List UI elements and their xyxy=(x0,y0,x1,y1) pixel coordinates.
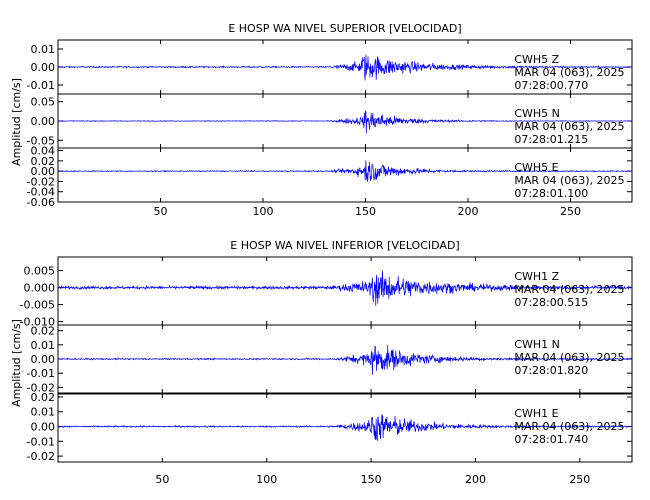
waveform-trace-cwh5-n xyxy=(57,110,633,134)
x-tick-label: 150 xyxy=(361,473,382,486)
upper-figure-title: E HOSP WA NIVEL SUPERIOR [VELOCIDAD] xyxy=(228,22,461,35)
y-tick-label: -0.01 xyxy=(27,435,55,448)
y-tick-label: 0.02 xyxy=(31,325,56,338)
y-tick-label: -0.02 xyxy=(27,450,55,463)
x-tick-label: 250 xyxy=(569,473,590,486)
y-tick-label: -0.06 xyxy=(27,196,55,209)
y-tick-label: 0.05 xyxy=(31,96,56,109)
waveform-trace-cwh5-z xyxy=(57,54,633,81)
y-tick-label: 0.01 xyxy=(31,43,56,56)
trace-annotation-time: 07:28:00.770 xyxy=(514,79,588,92)
y-tick-label: 0.01 xyxy=(31,406,56,419)
x-tick-label: 200 xyxy=(458,205,479,218)
trace-annotation-date: MAR 04 (063), 2025 xyxy=(514,120,624,133)
trace-annotation-date: MAR 04 (063), 2025 xyxy=(514,283,624,296)
y-tick-label: -0.01 xyxy=(27,367,55,380)
y-tick-label: 0.02 xyxy=(31,155,56,168)
waveform-trace-cwh1-e xyxy=(57,414,633,441)
trace-annotation-channel: CWH1 Z xyxy=(514,270,559,283)
waveform-trace-cwh1-z xyxy=(57,270,633,306)
x-tick-label: 250 xyxy=(560,205,581,218)
y-tick-label: -0.02 xyxy=(27,381,55,394)
y-tick-label: 0.02 xyxy=(31,391,56,404)
y-tick-label: 0.000 xyxy=(24,282,56,295)
y-tick-label: 0.00 xyxy=(31,421,56,434)
trace-annotation-date: MAR 04 (063), 2025 xyxy=(514,420,624,433)
y-tick-label: 0.04 xyxy=(31,145,56,158)
y-tick-label: -0.010 xyxy=(20,316,55,329)
trace-annotation-time: 07:28:01.215 xyxy=(514,133,588,146)
y-tick-label: 0.01 xyxy=(31,339,56,352)
y-tick-label: 0.00 xyxy=(31,61,56,74)
y-tick-label: 0.00 xyxy=(31,353,56,366)
y-tick-label: -0.005 xyxy=(20,299,55,312)
x-tick-label: 150 xyxy=(355,205,376,218)
trace-annotation-channel: CWH1 E xyxy=(514,407,558,420)
lower-figure-title: E HOSP WA NIVEL INFERIOR [VELOCIDAD] xyxy=(230,239,459,252)
waveform-trace-cwh5-e xyxy=(57,160,633,182)
x-tick-label: 100 xyxy=(253,205,274,218)
trace-annotation-channel: CWH5 Z xyxy=(514,53,559,66)
trace-annotation-date: MAR 04 (063), 2025 xyxy=(514,174,624,187)
upper-y-axis-label: Amplitud [cm/s] xyxy=(10,78,23,166)
trace-annotation-time: 07:28:01.100 xyxy=(514,187,588,200)
y-tick-label: -0.02 xyxy=(27,175,55,188)
x-tick-label: 50 xyxy=(154,205,168,218)
trace-annotation-channel: CWH5 N xyxy=(514,107,560,120)
trace-annotation-channel: CWH5 E xyxy=(514,161,558,174)
x-tick-label: 50 xyxy=(155,473,169,486)
x-tick-label: 200 xyxy=(465,473,486,486)
y-tick-label: 0.00 xyxy=(31,165,56,178)
y-tick-label: -0.04 xyxy=(27,186,55,199)
y-tick-label: 0.005 xyxy=(24,265,56,278)
trace-annotation-date: MAR 04 (063), 2025 xyxy=(514,66,624,79)
x-tick-label: 100 xyxy=(256,473,277,486)
trace-annotation-channel: CWH1 N xyxy=(514,338,560,351)
lower-y-axis-label: Amplitud [cm/s] xyxy=(10,319,23,407)
panel-frame-0-2 xyxy=(57,147,633,203)
y-tick-label: -0.05 xyxy=(27,134,55,147)
trace-annotation-time: 07:28:00.515 xyxy=(514,296,588,309)
y-tick-label: -0.01 xyxy=(27,79,55,92)
trace-annotation-date: MAR 04 (063), 2025 xyxy=(514,351,624,364)
waveform-trace-cwh1-n xyxy=(57,344,633,375)
panel-frame-1-2 xyxy=(57,393,633,463)
y-tick-label: 0.00 xyxy=(31,115,56,128)
trace-annotation-time: 07:28:01.820 xyxy=(514,364,588,377)
trace-annotation-time: 07:28:01.740 xyxy=(514,433,588,446)
